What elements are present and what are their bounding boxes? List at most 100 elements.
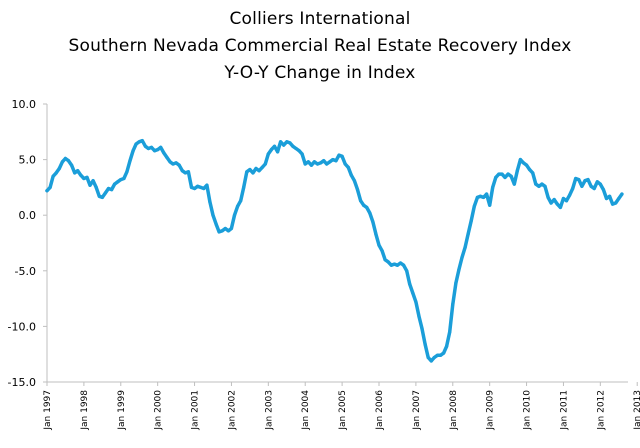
data-point [355, 188, 360, 192]
data-point [325, 162, 329, 166]
data-point [481, 195, 486, 199]
data-point [543, 184, 547, 188]
data-point [540, 182, 544, 186]
data-point [389, 263, 393, 267]
data-point [242, 185, 246, 189]
data-point [534, 182, 538, 186]
data-point [451, 302, 455, 306]
data-point [70, 163, 74, 167]
data-point [528, 168, 532, 172]
data-point [555, 202, 559, 206]
data-point [334, 159, 338, 163]
x-tick-label: Jan 2002 [227, 390, 237, 431]
data-point [319, 161, 323, 165]
data-point [251, 171, 255, 175]
data-point [500, 172, 504, 176]
data-point [45, 189, 49, 193]
data-point [100, 195, 104, 199]
data-point [368, 211, 372, 215]
y-tick-label: -5.0 [15, 265, 36, 278]
data-point [315, 162, 320, 166]
data-point [521, 161, 526, 165]
data-point [226, 229, 230, 233]
data-point [146, 146, 150, 151]
data-point [574, 176, 578, 181]
data-point [595, 180, 599, 184]
x-tick-label: Jan 1999 [117, 390, 127, 431]
data-point [362, 203, 366, 207]
x-tick-label: Jan 2008 [449, 390, 459, 431]
data-point [66, 159, 71, 163]
data-point [306, 160, 310, 164]
data-point [460, 255, 464, 260]
series-layer [45, 138, 624, 363]
data-point [604, 196, 609, 201]
data-point [82, 176, 86, 181]
data-point [113, 182, 117, 186]
data-point [73, 171, 77, 175]
data-point [88, 183, 92, 187]
data-point [239, 199, 243, 203]
data-point [159, 145, 163, 149]
data-point [269, 148, 273, 152]
data-point [94, 185, 98, 189]
x-tick-label: Jan 1998 [80, 390, 90, 431]
data-point [76, 169, 80, 173]
data-point [168, 160, 172, 164]
data-point [494, 175, 498, 179]
data-point [248, 168, 252, 172]
data-point [598, 182, 602, 186]
data-point [337, 153, 341, 157]
data-point [205, 183, 209, 187]
data-point [165, 155, 169, 159]
data-point [408, 282, 412, 286]
data-point [254, 166, 258, 171]
x-tick-label: Jan 2011 [559, 390, 569, 431]
data-point [54, 171, 58, 175]
data-point [466, 232, 470, 236]
data-point [374, 232, 378, 236]
data-point [322, 159, 326, 163]
x-tick-label: Jan 2005 [338, 390, 348, 431]
data-point [189, 185, 194, 189]
data-point [282, 143, 286, 147]
data-point [266, 152, 270, 156]
data-point [398, 261, 403, 265]
y-tick-label: -10.0 [8, 320, 36, 333]
chart-title-line-2: Southern Nevada Commercial Real Estate R… [68, 36, 572, 56]
data-point [300, 152, 304, 156]
data-point [128, 159, 132, 163]
data-point [48, 185, 52, 189]
x-tick-label: Jan 2010 [523, 390, 533, 431]
data-point [549, 201, 553, 205]
data-point [448, 330, 452, 334]
data-point [417, 314, 421, 318]
data-point [359, 199, 363, 203]
data-point [208, 200, 212, 204]
data-point [485, 192, 489, 196]
data-point [491, 185, 495, 189]
x-tick-label: Jan 2000 [154, 390, 164, 431]
x-tick-label: Jan 2012 [596, 390, 606, 431]
data-point [196, 184, 200, 188]
data-point [349, 173, 353, 177]
data-point [340, 154, 344, 158]
data-point [402, 263, 406, 267]
data-point [331, 158, 335, 162]
data-point [186, 170, 190, 174]
series-line [45, 138, 624, 363]
data-point [294, 146, 298, 151]
data-point [420, 327, 424, 331]
data-point [328, 160, 332, 164]
data-point [561, 196, 566, 201]
y-tick-label: 0.0 [19, 209, 37, 222]
x-tick-label: Jan 2003 [264, 390, 274, 431]
x-tick-label: Jan 2001 [191, 390, 201, 431]
data-point [85, 175, 89, 179]
data-point [564, 199, 569, 203]
data-point [116, 180, 120, 184]
data-point [177, 163, 181, 167]
data-point [260, 165, 264, 169]
data-point [193, 186, 197, 191]
